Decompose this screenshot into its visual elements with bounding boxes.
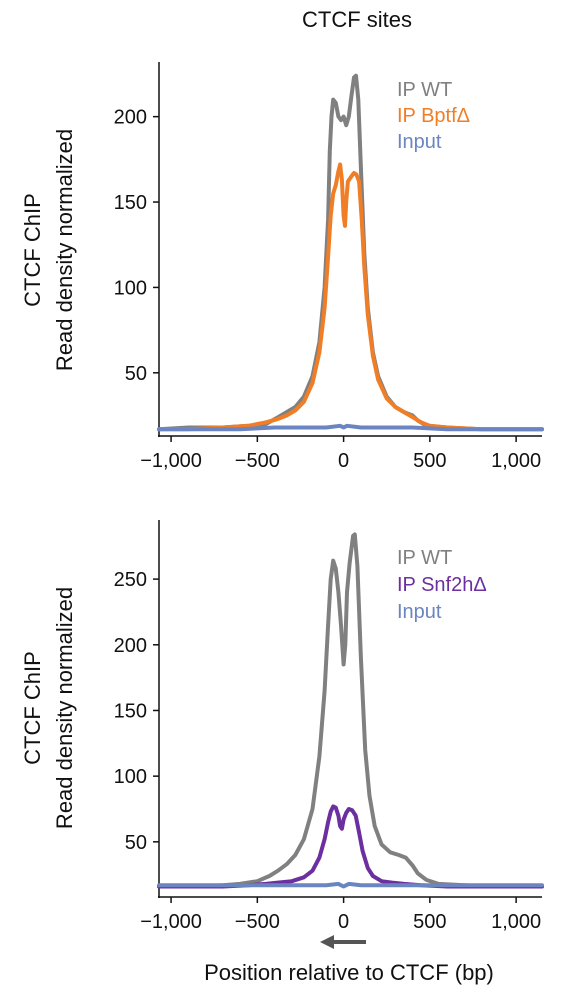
y-axis-label-line1: CTCF ChIP bbox=[20, 651, 45, 765]
series-line-ip-wt bbox=[157, 532, 544, 889]
series-line-ip-wt bbox=[157, 73, 544, 432]
y-tick-label: 100 bbox=[114, 766, 147, 788]
x-tick-label: 0 bbox=[338, 911, 349, 933]
bottom-chart: 50 100 150 200 250 −1,000 −500 0 500 1,000 CTCF Ch… bbox=[20, 520, 544, 933]
x-tick-label: −1,000 bbox=[140, 450, 202, 472]
figure-title: CTCF sites bbox=[302, 7, 412, 32]
y-axis-label-line2: Read density normalized bbox=[52, 587, 77, 829]
x-tick-label: 500 bbox=[413, 450, 446, 472]
y-tick-label: 50 bbox=[125, 832, 147, 854]
x-axis-label: Position relative to CTCF (bp) bbox=[204, 960, 494, 985]
legend-item-ip-wt: IP WT bbox=[397, 79, 452, 101]
legend-item-ip-bptf: IP BptfΔ bbox=[397, 105, 470, 127]
series-line-ip-bptf bbox=[157, 162, 544, 432]
y-axis-label-line1: CTCF ChIP bbox=[20, 193, 45, 307]
y-tick-label: 200 bbox=[114, 107, 147, 129]
legend-item-ip-snf2h: IP Snf2hΔ bbox=[397, 574, 487, 596]
y-tick-label: 100 bbox=[114, 277, 147, 299]
series-line-input bbox=[157, 423, 544, 432]
y-tick-label: 150 bbox=[114, 192, 147, 214]
x-tick-label: −1,000 bbox=[140, 911, 202, 933]
y-tick-label: 50 bbox=[125, 363, 147, 385]
series-line-ip-snf2h bbox=[157, 804, 544, 889]
x-tick-label: 1,000 bbox=[491, 911, 541, 933]
x-tick-label: −500 bbox=[235, 911, 280, 933]
y-tick-label: 250 bbox=[114, 569, 147, 591]
x-tick-label: −500 bbox=[235, 450, 280, 472]
y-tick-label: 200 bbox=[114, 635, 147, 657]
series-line-input bbox=[157, 881, 544, 889]
y-axis-label-line2: Read density normalized bbox=[52, 129, 77, 371]
x-tick-label: 500 bbox=[413, 911, 446, 933]
left-arrow-icon bbox=[320, 935, 366, 949]
y-tick-label: 150 bbox=[114, 700, 147, 722]
x-tick-label: 1,000 bbox=[491, 450, 541, 472]
legend-item-input: Input bbox=[397, 131, 442, 153]
legend-item-input: Input bbox=[397, 601, 442, 623]
legend-item-ip-wt: IP WT bbox=[397, 547, 452, 569]
x-tick-label: 0 bbox=[338, 450, 349, 472]
top-chart: 50 100 150 200 −1,000 −500 0 500 1,000 CTCF ChIP R… bbox=[20, 62, 544, 472]
